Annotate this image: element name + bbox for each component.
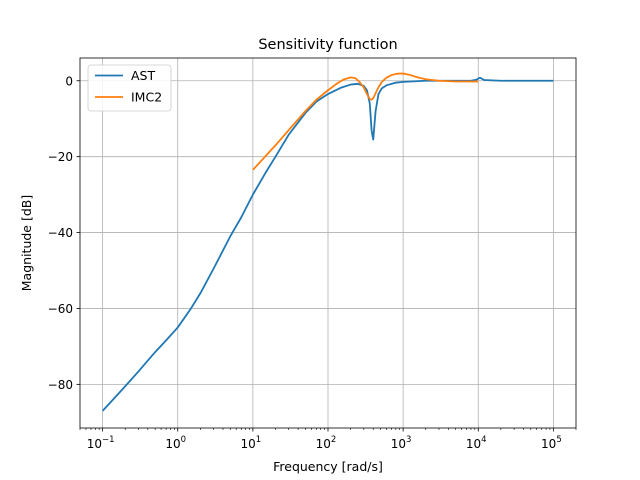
y-tick-label: −40 <box>48 226 73 240</box>
legend-box <box>87 64 172 112</box>
x-tick-exponent: 2 <box>331 435 336 445</box>
y-axis-label: Magnitude [dB] <box>19 195 34 291</box>
x-tick-exponent: 0 <box>181 435 186 445</box>
x-tick-exponent: −1 <box>102 435 115 445</box>
series-line-imc2 <box>252 72 479 171</box>
y-tick-label: 0 <box>65 74 73 88</box>
x-tick-exponent: 5 <box>556 435 561 445</box>
series-lines <box>101 72 554 412</box>
y-tick-label: −60 <box>48 302 73 316</box>
x-tick-exponent: 1 <box>256 435 261 445</box>
x-tick-exponent: 4 <box>481 435 486 445</box>
y-tick-label: −20 <box>48 150 73 164</box>
chart-title: Sensitivity function <box>258 37 397 53</box>
x-axis-label: Frequency [rad/s] <box>273 459 383 474</box>
legend: AST IMC2 <box>87 64 172 112</box>
legend-label-ast: AST <box>131 68 155 83</box>
legend-label-imc2: IMC2 <box>131 90 162 105</box>
y-tick-label: −80 <box>48 378 73 392</box>
x-tick-exponent: 3 <box>406 435 411 445</box>
